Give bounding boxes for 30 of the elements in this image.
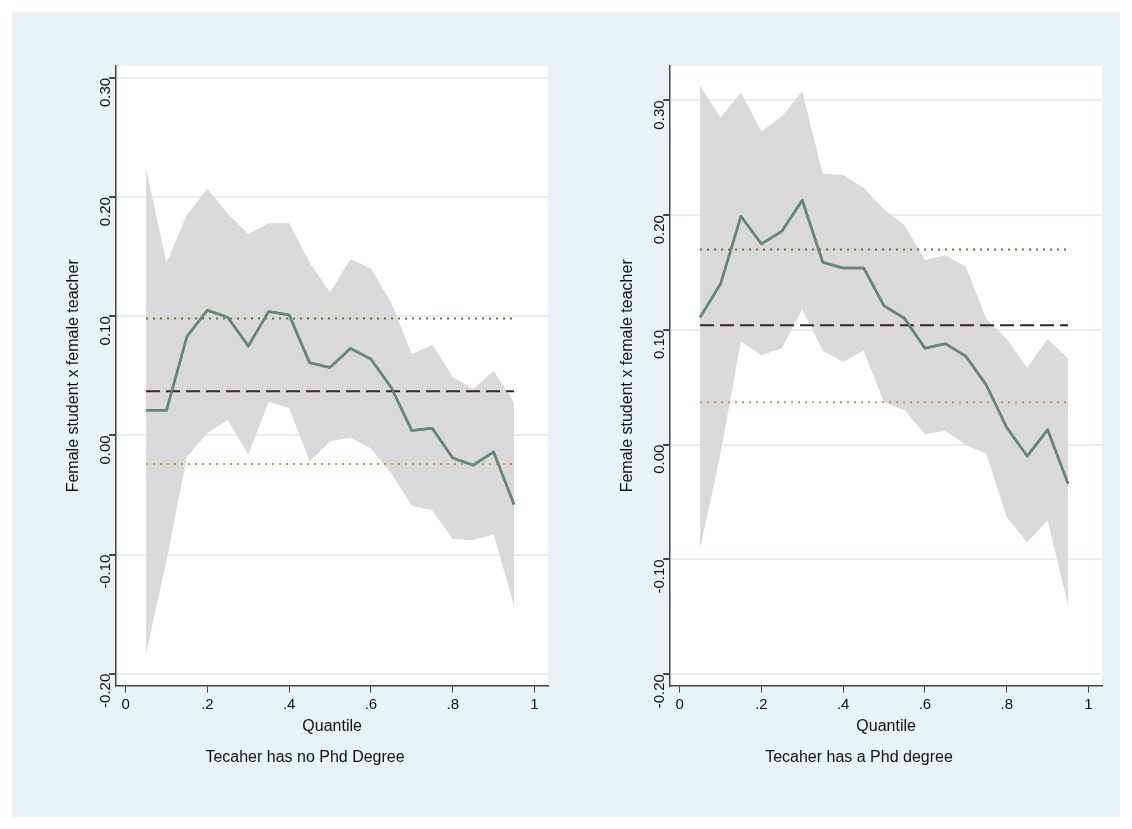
x-tick-label: 1 [530, 694, 539, 712]
y-tick-label: -0.20 [650, 674, 668, 709]
y-tick-label: 0.00 [96, 435, 114, 465]
y-tick-label: 0.30 [96, 77, 114, 108]
text: Tecaher has a Phd degree [765, 747, 953, 765]
x-tick-label: 0 [675, 694, 684, 712]
x-axis-title: Quantile [856, 716, 916, 734]
x-tick-label: 0 [121, 694, 130, 712]
x-tick-label: .4 [282, 694, 296, 712]
x-tick-label: .2 [755, 694, 768, 712]
x-tick-label: .6 [918, 694, 932, 712]
x-tick-label: .8 [1000, 694, 1013, 712]
x-tick-label: .8 [446, 694, 459, 712]
y-axis-title: Female student x female teacher [64, 258, 82, 493]
x-tick-label: 1 [1084, 694, 1093, 712]
y-tick-label: 0.20 [650, 215, 668, 245]
x-tick-label: .6 [364, 694, 378, 712]
y-tick-label: -0.10 [96, 554, 114, 589]
text: Tecaher has no Phd Degree [205, 747, 405, 765]
y-tick-label: -0.20 [96, 673, 114, 708]
y-tick-label: 0.30 [650, 100, 668, 130]
x-tick-label: .2 [201, 694, 214, 712]
y-tick-label: -0.10 [650, 559, 668, 594]
x-axis-title: Quantile [302, 716, 362, 734]
y-tick-label: 0.10 [96, 316, 114, 346]
x-tick-label: .4 [836, 694, 850, 712]
y-tick-label: 0.00 [650, 444, 668, 474]
y-tick-label: 0.10 [650, 329, 668, 360]
y-axis-title: Female student x female teacher [618, 258, 636, 493]
y-tick-label: 0.20 [96, 197, 114, 227]
